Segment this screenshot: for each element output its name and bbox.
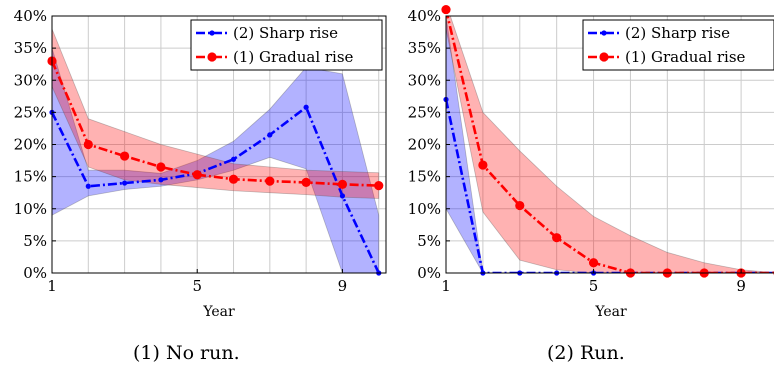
y-tick-label: 5% xyxy=(23,232,47,250)
y-tick-label: 10% xyxy=(408,200,441,218)
data-point-s1-4 xyxy=(158,177,164,183)
legend-label-2: (1) Gradual rise xyxy=(233,48,354,66)
y-tick-label: 30% xyxy=(408,71,441,89)
x-tick-label: 9 xyxy=(736,277,746,295)
data-point-s2-1 xyxy=(441,4,451,15)
data-point-s2-3 xyxy=(120,151,130,161)
x-tick-label: 5 xyxy=(192,277,202,295)
y-tick-label: 25% xyxy=(408,103,441,121)
data-point-s1-6 xyxy=(230,156,237,162)
x-axis-label: Year xyxy=(202,304,235,320)
confidence-band-1 xyxy=(52,48,380,273)
legend-box xyxy=(190,19,383,71)
data-point-s2-5 xyxy=(192,170,202,180)
plot-area xyxy=(52,28,380,273)
y-tick-label: 0% xyxy=(417,264,441,282)
data-point-s1-3 xyxy=(122,180,128,186)
confidence-band-2 xyxy=(446,16,774,273)
x-tick-label: 1 xyxy=(441,277,451,295)
y-tick-label: 40% xyxy=(14,7,47,25)
x-tick-label: 5 xyxy=(589,277,599,295)
data-point-s2-5 xyxy=(588,258,599,268)
x-axis-label: Year xyxy=(594,304,627,320)
data-point-s2-4 xyxy=(552,233,562,243)
data-point-s1-8 xyxy=(303,104,309,110)
data-point-s2-10 xyxy=(374,181,384,191)
y-tick-label: 15% xyxy=(14,168,47,186)
legend-box xyxy=(582,19,774,71)
series-line-1 xyxy=(52,105,380,273)
plot-area xyxy=(446,16,774,273)
legend: (2) Sharp rise (1) Gradual rise xyxy=(582,19,774,71)
data-point-s2-2 xyxy=(478,160,488,170)
x-tick-label: 1 xyxy=(47,277,57,295)
y-tick-label: 40% xyxy=(408,7,441,25)
y-tick-label: 15% xyxy=(408,168,441,186)
legend-swatch-marker-1 xyxy=(209,30,215,36)
legend-swatch-marker-2 xyxy=(207,52,217,62)
y-tick-label: 0% xyxy=(23,264,47,282)
chart-panel-2: 1 5 9 0% 5% 10% 15% 20% 25% 30% 35% 40% Year (2) Shar… xyxy=(408,4,774,320)
y-tick-label: 10% xyxy=(14,200,47,218)
legend-swatch-marker-1 xyxy=(601,30,607,36)
y-tick-label: 5% xyxy=(417,232,441,250)
y-tick-label: 20% xyxy=(14,136,47,154)
y-tick-label: 20% xyxy=(408,136,441,154)
chart-panel-1: 1 5 9 0% 5% 10% 15% 20% 25% 30% 35% 40% Year (2) Shar… xyxy=(14,7,387,320)
y-tick-label: 35% xyxy=(14,39,47,57)
legend-swatch-marker-2 xyxy=(599,52,609,62)
confidence-band-1 xyxy=(446,16,774,273)
caption-left: (1) No run. xyxy=(133,342,240,364)
confidence-band-2 xyxy=(52,28,380,199)
legend-label-1: (2) Sharp rise xyxy=(625,24,730,42)
y-tick-label: 35% xyxy=(408,39,441,57)
series-line-2 xyxy=(52,60,379,187)
y-tick-label: 25% xyxy=(14,103,47,121)
data-point-s2-7 xyxy=(265,176,275,186)
legend: (2) Sharp rise (1) Gradual rise xyxy=(190,19,383,71)
x-tick-label: 9 xyxy=(338,277,348,295)
legend-label-2: (1) Gradual rise xyxy=(625,48,746,66)
legend-label-1: (2) Sharp rise xyxy=(233,24,338,42)
y-tick-label: 30% xyxy=(14,71,47,89)
data-point-s1-7 xyxy=(267,132,273,138)
data-point-s2-9 xyxy=(337,179,348,189)
data-point-s2-3 xyxy=(515,200,525,211)
series-line-2 xyxy=(446,16,774,273)
caption-right: (2) Run. xyxy=(547,342,625,364)
data-point-s1-9 xyxy=(339,193,346,199)
data-point-s2-2 xyxy=(83,139,93,150)
data-point-s2-6 xyxy=(228,174,239,184)
data-point-s2-4 xyxy=(156,162,166,172)
data-point-s2-8 xyxy=(301,177,311,188)
data-point-s1-2 xyxy=(85,183,91,189)
